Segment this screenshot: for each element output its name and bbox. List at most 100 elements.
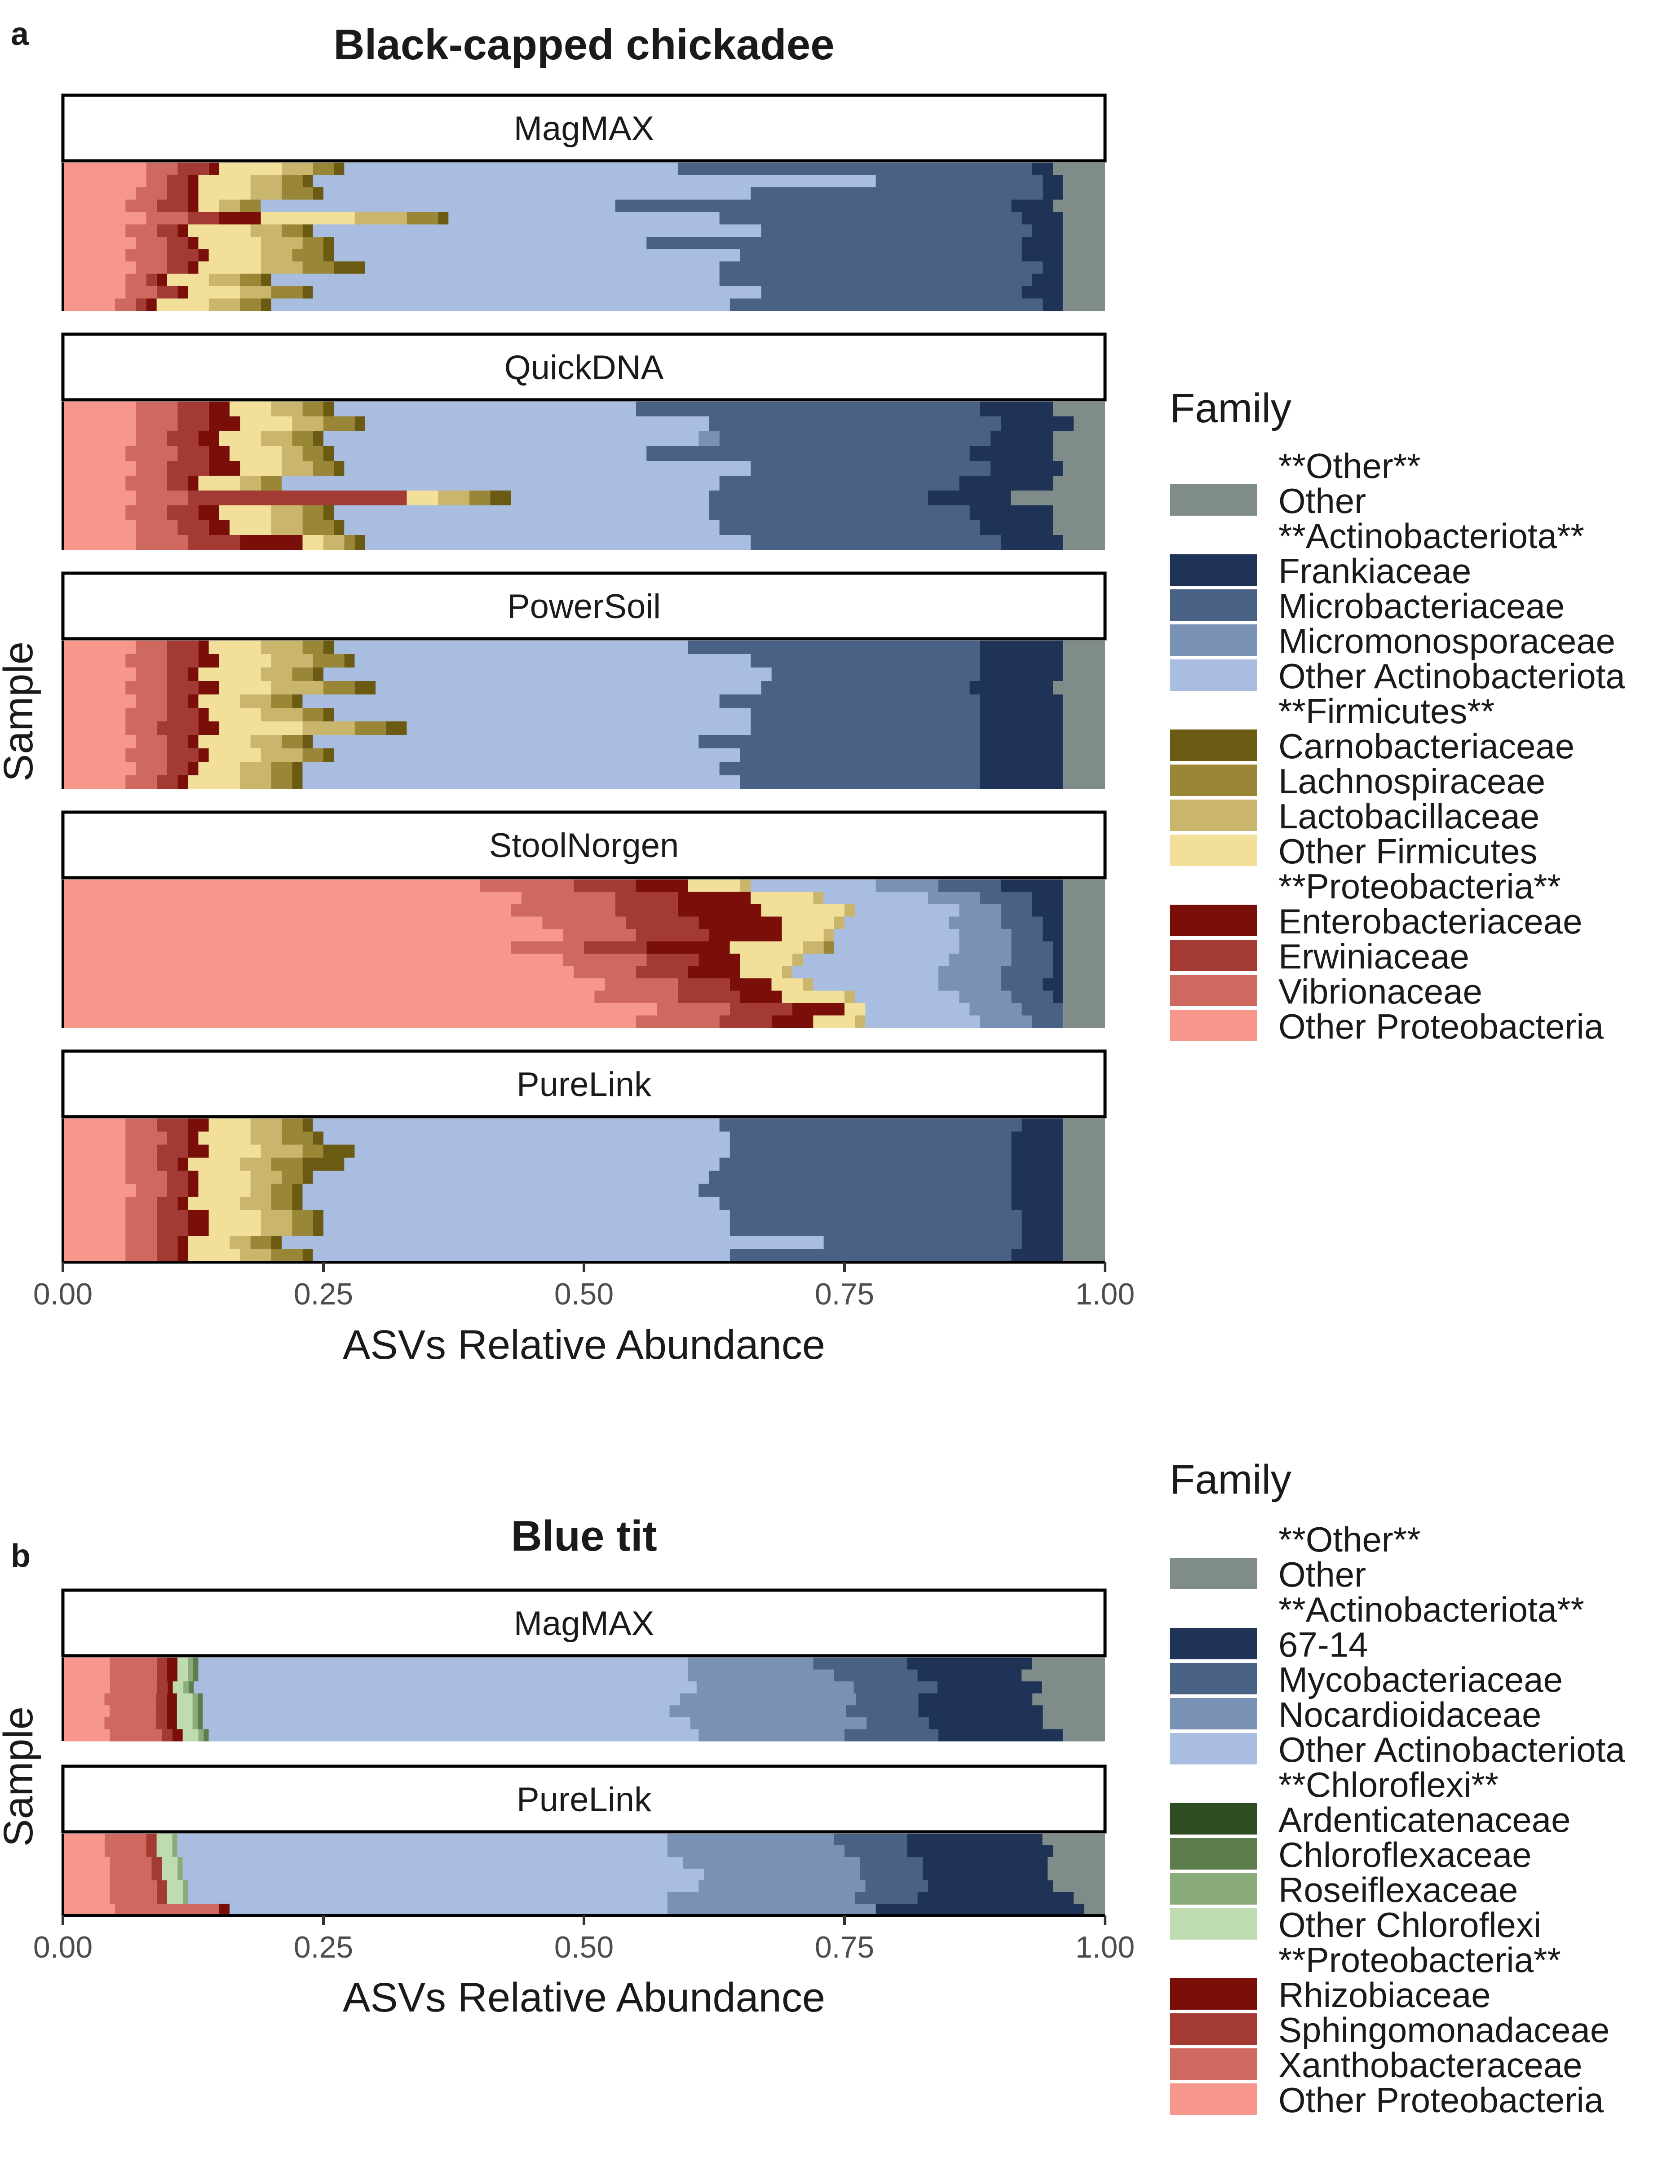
bar-segment xyxy=(177,1845,668,1857)
facet-strip xyxy=(61,1764,1107,1834)
bar-segment xyxy=(240,762,271,776)
legend-swatch xyxy=(1170,905,1257,936)
bar-segment xyxy=(136,416,178,432)
facet-strip xyxy=(61,1588,1107,1658)
bar-segment xyxy=(844,1729,938,1742)
bar-segment xyxy=(63,187,136,200)
chart-a: a Black-capped chickadee MagMAX QuickDNA P… xyxy=(0,16,1625,1368)
bar-segment xyxy=(156,224,178,237)
bar-segment xyxy=(719,1158,1012,1171)
bar-segment xyxy=(188,762,199,776)
bar-segment xyxy=(198,748,209,762)
bar-segment xyxy=(188,187,199,200)
bar-segment xyxy=(1063,1145,1105,1158)
bar-segment xyxy=(177,775,188,789)
bar-segment xyxy=(188,1236,230,1250)
bar-segment xyxy=(271,505,303,521)
bar-segment xyxy=(240,1158,271,1171)
bar-segment xyxy=(1063,735,1105,749)
bar-segment xyxy=(855,990,959,1004)
legend-swatch xyxy=(1170,484,1257,516)
bar-segment xyxy=(334,641,688,654)
bar-segment xyxy=(813,978,938,991)
bar-segment xyxy=(110,1681,157,1694)
bar-segment xyxy=(172,1834,178,1846)
bar-segment xyxy=(302,735,313,749)
bar-segment xyxy=(125,654,167,668)
bar-segment xyxy=(1053,1845,1105,1857)
bar-segment xyxy=(188,1197,240,1211)
bar-segment xyxy=(990,431,1053,447)
bar-segment xyxy=(292,1184,303,1198)
bar-segment xyxy=(177,224,188,237)
bar-segment xyxy=(834,1669,918,1682)
bar-segment xyxy=(146,175,167,188)
bar-segment xyxy=(1053,1880,1105,1892)
bar-segment xyxy=(1063,237,1105,250)
bar-segment xyxy=(188,1892,668,1904)
bar-segment xyxy=(1048,1869,1105,1881)
bar-segment xyxy=(166,1705,177,1718)
bar-segment xyxy=(657,1003,730,1016)
bar-segment xyxy=(125,199,157,212)
legend-label: Vibrionaceae xyxy=(1278,972,1482,1011)
bar-segment xyxy=(208,416,240,432)
bar-segment xyxy=(63,708,126,722)
bar-segment xyxy=(1011,1145,1064,1158)
bar-segment xyxy=(63,966,574,979)
bar-segment xyxy=(751,654,980,668)
bar-segment xyxy=(219,721,303,735)
bar-segment xyxy=(1063,1223,1105,1237)
bar-segment xyxy=(198,1132,251,1145)
bar-segment xyxy=(918,1705,1043,1718)
bar-segment xyxy=(156,1717,167,1730)
bar-segment xyxy=(240,286,271,299)
legend-label: Other xyxy=(1278,1555,1366,1594)
x-tick-label: 1.00 xyxy=(1075,1930,1135,1964)
bar-segment xyxy=(125,1210,157,1224)
bar-segment xyxy=(980,402,1053,417)
bar-segment xyxy=(208,1223,261,1237)
bar-segment xyxy=(292,694,303,708)
bar-segment xyxy=(63,199,126,212)
bar-segment xyxy=(949,916,1001,929)
bar-segment xyxy=(302,505,323,521)
bar-segment xyxy=(1063,1210,1105,1224)
bar-segment xyxy=(521,892,615,905)
bar-segment xyxy=(63,274,126,287)
bar-segment xyxy=(230,520,271,535)
bar-segment xyxy=(1063,286,1105,299)
bar-segment xyxy=(354,721,386,735)
bar-segment xyxy=(1053,990,1064,1004)
bar-segment xyxy=(354,654,751,668)
bar-segment xyxy=(63,681,126,695)
legend-swatch xyxy=(1170,940,1257,971)
bar-segment xyxy=(188,491,407,506)
legend-label: Lactobacillaceae xyxy=(1278,796,1539,836)
bar-segment xyxy=(407,491,438,506)
bar-segment xyxy=(1063,941,1105,954)
bar-segment xyxy=(334,748,740,762)
bar-segment xyxy=(302,1119,313,1132)
bar-segment xyxy=(208,708,261,722)
bar-segment xyxy=(1011,929,1043,942)
bar-segment xyxy=(282,187,313,200)
bar-segment xyxy=(917,1892,1074,1904)
bar-segment xyxy=(688,966,740,979)
bar-segment xyxy=(511,941,584,954)
bar-segment xyxy=(448,212,720,225)
bar-segment xyxy=(845,1705,919,1718)
bar-segment xyxy=(63,1210,126,1224)
bar-segment xyxy=(188,1658,193,1670)
bar-segment xyxy=(156,1119,188,1132)
bar-segment xyxy=(63,990,595,1004)
bar-segment xyxy=(980,708,1064,722)
bar-segment xyxy=(208,1119,251,1132)
legend-swatch xyxy=(1170,1873,1257,1905)
bar-segment xyxy=(261,298,271,311)
bar-segment xyxy=(334,261,365,274)
bar-segment xyxy=(219,1904,230,1916)
bar-segment xyxy=(969,1003,1022,1016)
panel-letter-a: a xyxy=(11,16,29,52)
bar-segment xyxy=(271,298,730,311)
